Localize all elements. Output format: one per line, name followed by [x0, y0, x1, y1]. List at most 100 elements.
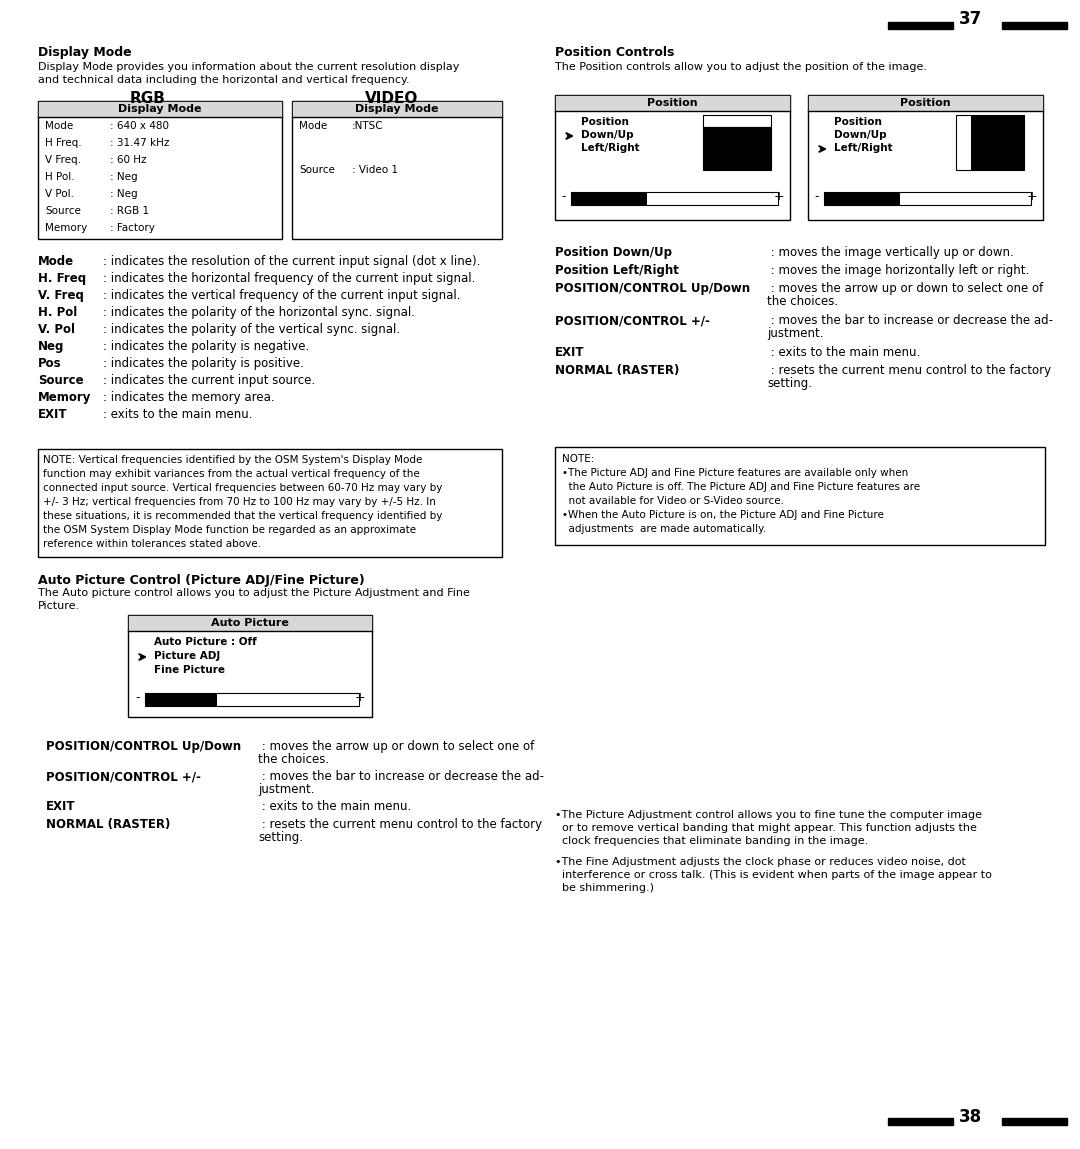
Text: : indicates the horizontal frequency of the current input signal.: : indicates the horizontal frequency of …: [103, 272, 475, 285]
Text: :NTSC: :NTSC: [352, 121, 383, 131]
Text: V Pol.: V Pol.: [45, 188, 75, 199]
Text: Source: Source: [38, 375, 83, 387]
Text: Display Mode: Display Mode: [118, 105, 202, 114]
Text: Position Down/Up: Position Down/Up: [555, 246, 672, 259]
Text: : moves the arrow up or down to select one of: : moves the arrow up or down to select o…: [767, 282, 1043, 295]
Text: : exits to the main menu.: : exits to the main menu.: [258, 800, 411, 813]
Bar: [145, 693, 359, 705]
Text: : exits to the main menu.: : exits to the main menu.: [103, 408, 253, 421]
Bar: [808, 95, 1043, 219]
Text: H. Freq: H. Freq: [38, 272, 86, 285]
Text: EXIT: EXIT: [38, 408, 67, 421]
Text: Left/Right: Left/Right: [834, 142, 893, 153]
Bar: [555, 95, 789, 219]
Bar: [38, 449, 502, 557]
Text: +/- 3 Hz; vertical frequencies from 70 Hz to 100 Hz may vary by +/-5 Hz. In: +/- 3 Hz; vertical frequencies from 70 H…: [43, 498, 436, 507]
Text: •The Picture Adjustment control allows you to fine tune the computer image: •The Picture Adjustment control allows y…: [555, 810, 982, 820]
Text: H Pol.: H Pol.: [45, 172, 75, 182]
Text: setting.: setting.: [767, 377, 812, 390]
Text: Auto Picture: Auto Picture: [211, 618, 289, 629]
Text: V Freq.: V Freq.: [45, 155, 81, 165]
Text: Pos: Pos: [38, 357, 62, 370]
Text: Position: Position: [834, 117, 882, 128]
Text: Left/Right: Left/Right: [581, 142, 639, 153]
Text: NORMAL (RASTER): NORMAL (RASTER): [555, 364, 679, 377]
Text: +: +: [773, 190, 784, 203]
Text: Neg: Neg: [38, 340, 65, 353]
Text: : Video 1: : Video 1: [352, 165, 399, 175]
Text: : moves the bar to increase or decrease the ad-: : moves the bar to increase or decrease …: [258, 770, 544, 782]
Text: Auto Picture Control (Picture ADJ/Fine Picture): Auto Picture Control (Picture ADJ/Fine P…: [38, 574, 365, 587]
Text: H Freq.: H Freq.: [45, 138, 82, 148]
Bar: [824, 192, 1031, 205]
Text: Position: Position: [647, 98, 698, 108]
Text: V. Pol: V. Pol: [38, 323, 75, 336]
Bar: [888, 22, 953, 29]
Text: Display Mode: Display Mode: [38, 46, 132, 59]
Text: The Position controls allow you to adjust the position of the image.: The Position controls allow you to adjus…: [555, 62, 927, 72]
Text: : indicates the polarity is positive.: : indicates the polarity is positive.: [103, 357, 303, 370]
Text: POSITION/CONTROL Up/Down: POSITION/CONTROL Up/Down: [555, 282, 751, 295]
Text: Auto Picture : Off: Auto Picture : Off: [154, 637, 257, 647]
Text: justment.: justment.: [767, 327, 824, 340]
Text: Position Left/Right: Position Left/Right: [555, 264, 679, 277]
Text: not available for Video or S-Video source.: not available for Video or S-Video sourc…: [562, 496, 784, 506]
Text: Position: Position: [900, 98, 950, 108]
Text: : RGB 1: : RGB 1: [110, 206, 149, 216]
Text: : exits to the main menu.: : exits to the main menu.: [767, 346, 920, 358]
Text: •The Fine Adjustment adjusts the clock phase or reduces video noise, dot: •The Fine Adjustment adjusts the clock p…: [555, 857, 966, 867]
Text: : indicates the vertical frequency of the current input signal.: : indicates the vertical frequency of th…: [103, 290, 460, 302]
Bar: [808, 95, 1043, 111]
Text: : indicates the polarity of the horizontal sync. signal.: : indicates the polarity of the horizont…: [103, 306, 415, 319]
Bar: [703, 128, 771, 170]
Text: Mode: Mode: [38, 255, 75, 268]
Text: Fine Picture: Fine Picture: [154, 665, 225, 674]
Text: the Auto Picture is off. The Picture ADJ and Fine Picture features are: the Auto Picture is off. The Picture ADJ…: [562, 481, 920, 492]
Text: Mode: Mode: [299, 121, 327, 131]
Text: V. Freq: V. Freq: [38, 290, 84, 302]
Text: : indicates the current input source.: : indicates the current input source.: [103, 375, 315, 387]
Bar: [38, 101, 282, 117]
Text: : 60 Hz: : 60 Hz: [110, 155, 147, 165]
Text: Display Mode: Display Mode: [355, 105, 438, 114]
Text: 38: 38: [958, 1108, 982, 1126]
Text: POSITION/CONTROL +/-: POSITION/CONTROL +/-: [555, 314, 710, 327]
Bar: [971, 115, 1024, 170]
Text: : indicates the polarity of the vertical sync. signal.: : indicates the polarity of the vertical…: [103, 323, 400, 336]
Text: VIDEO: VIDEO: [365, 91, 419, 106]
Text: Source: Source: [299, 165, 335, 175]
Text: •When the Auto Picture is on, the Picture ADJ and Fine Picture: •When the Auto Picture is on, the Pictur…: [562, 510, 883, 520]
Text: setting.: setting.: [258, 831, 303, 845]
Text: -: -: [561, 190, 566, 203]
Text: the choices.: the choices.: [258, 753, 329, 766]
Text: POSITION/CONTROL +/-: POSITION/CONTROL +/-: [46, 770, 201, 782]
Text: : resets the current menu control to the factory: : resets the current menu control to the…: [258, 818, 542, 831]
Text: : moves the image horizontally left or right.: : moves the image horizontally left or r…: [767, 264, 1029, 277]
Bar: [1002, 1118, 1067, 1125]
Text: function may exhibit variances from the actual vertical frequency of the: function may exhibit variances from the …: [43, 469, 420, 479]
Bar: [956, 115, 1024, 170]
Bar: [1002, 22, 1067, 29]
Text: : Neg: : Neg: [110, 188, 137, 199]
Text: 37: 37: [958, 10, 982, 28]
Text: NOTE: Vertical frequencies identified by the OSM System's Display Mode: NOTE: Vertical frequencies identified by…: [43, 455, 422, 465]
Bar: [703, 115, 771, 128]
Bar: [571, 192, 647, 205]
Text: adjustments  are made automatically.: adjustments are made automatically.: [562, 524, 766, 534]
Bar: [145, 693, 217, 705]
Text: Mode: Mode: [45, 121, 73, 131]
Text: NOTE:: NOTE:: [562, 454, 594, 464]
Text: Memory: Memory: [38, 391, 92, 404]
Text: Position Controls: Position Controls: [555, 46, 674, 59]
Text: Down/Up: Down/Up: [834, 130, 887, 140]
Text: the OSM System Display Mode function be regarded as an approximate: the OSM System Display Mode function be …: [43, 525, 416, 535]
Text: Source: Source: [45, 206, 81, 216]
Bar: [555, 95, 789, 111]
Text: or to remove vertical banding that might appear. This function adjusts the: or to remove vertical banding that might…: [555, 823, 977, 833]
Text: : moves the image vertically up or down.: : moves the image vertically up or down.: [767, 246, 1014, 259]
Bar: [129, 615, 372, 717]
Text: +: +: [354, 691, 365, 704]
Text: RGB: RGB: [130, 91, 166, 106]
Text: The Auto picture control allows you to adjust the Picture Adjustment and Fine: The Auto picture control allows you to a…: [38, 588, 470, 597]
Text: EXIT: EXIT: [46, 800, 76, 813]
